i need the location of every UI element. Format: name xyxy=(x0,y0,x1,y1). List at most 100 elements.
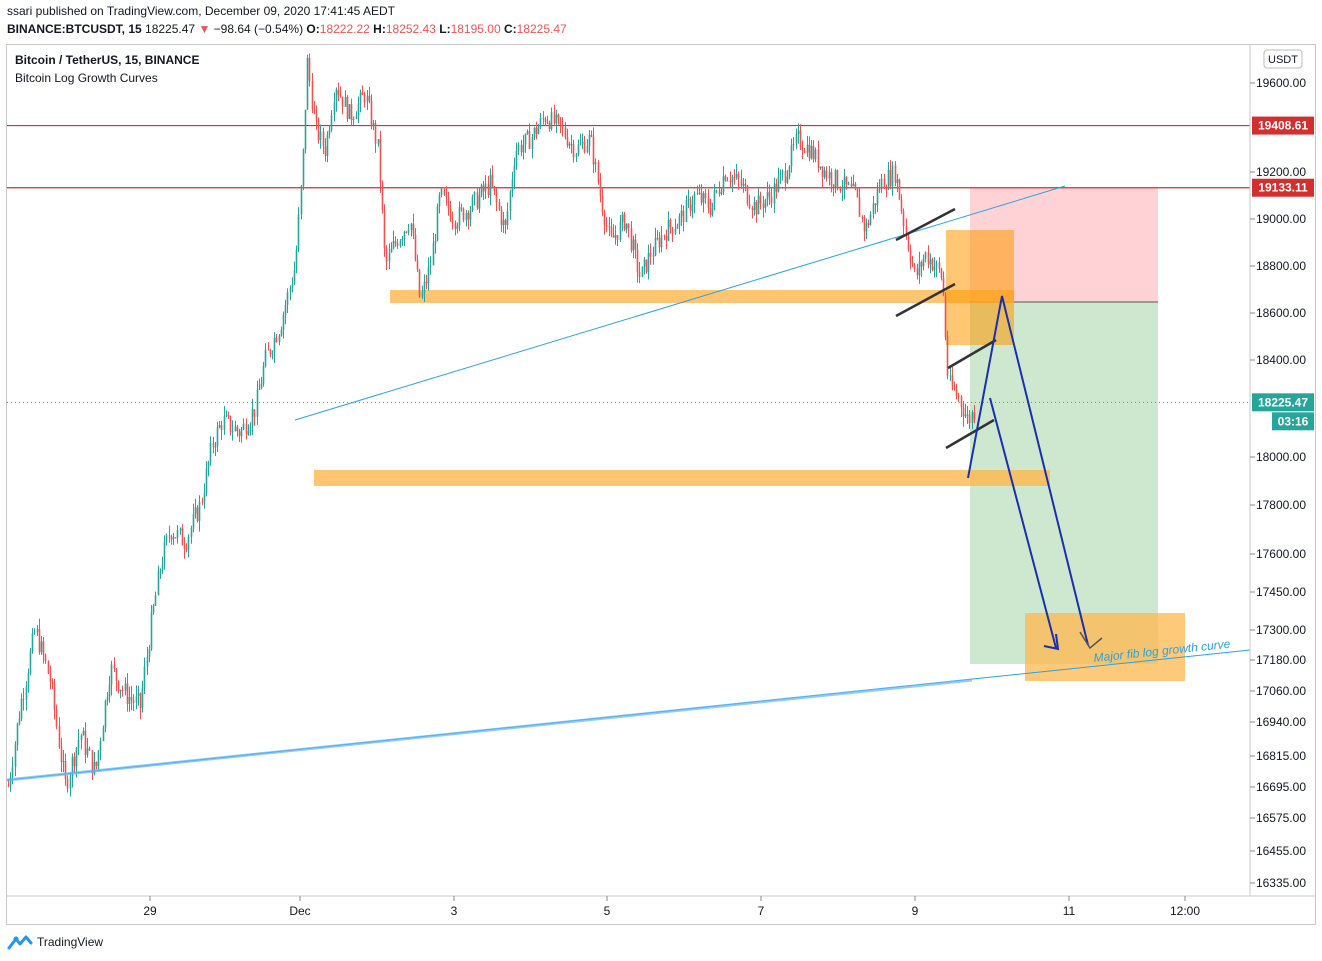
candle-body-43 xyxy=(102,727,105,742)
candle-body-230 xyxy=(513,165,516,180)
candle-body-22 xyxy=(55,709,58,727)
candle-body-243 xyxy=(542,117,545,120)
candle-body-306 xyxy=(680,210,683,217)
candle-body-3 xyxy=(14,744,17,768)
candle-body-127 xyxy=(286,292,289,306)
y-tick-label-3: 18800.00 xyxy=(1256,259,1306,273)
candle-body-2 xyxy=(11,767,14,778)
candle-body-409 xyxy=(907,235,910,250)
candle-body-139 xyxy=(313,108,316,114)
candle-body-394 xyxy=(874,203,877,206)
candle-body-175 xyxy=(392,241,395,249)
candle-body-340 xyxy=(755,201,758,215)
candle-body-145 xyxy=(326,134,329,156)
change-value: −98.64 (−0.54%) xyxy=(213,22,304,36)
candle-body-168 xyxy=(377,139,380,144)
candle-body-118 xyxy=(267,349,270,351)
candle-body-295 xyxy=(656,237,659,239)
candle-body-277 xyxy=(616,235,619,240)
candle-body-7 xyxy=(22,698,25,700)
candle-body-107 xyxy=(242,423,245,430)
candle-body-59 xyxy=(137,693,140,697)
candle-body-150 xyxy=(337,89,340,95)
candle-body-425 xyxy=(942,277,945,295)
candle-body-415 xyxy=(920,262,923,267)
down-arrow-icon: ▼ xyxy=(198,22,211,36)
candle-body-56 xyxy=(130,697,133,700)
candle-body-236 xyxy=(526,131,529,134)
candle-body-347 xyxy=(770,196,773,204)
candle-body-343 xyxy=(762,203,765,208)
candle-body-95 xyxy=(216,427,219,447)
candle-body-98 xyxy=(223,416,226,430)
candle-body-111 xyxy=(251,409,254,426)
candle-body-330 xyxy=(733,177,736,179)
candle-body-120 xyxy=(271,352,274,355)
candle-body-221 xyxy=(493,186,496,192)
candle-body-396 xyxy=(878,189,881,191)
candle-body-179 xyxy=(401,238,404,241)
candle-body-385 xyxy=(854,183,857,189)
candle-body-383 xyxy=(850,183,853,187)
candle-body-164 xyxy=(368,95,371,102)
candle-body-187 xyxy=(418,269,421,297)
price-tag-label-3: 03:16 xyxy=(1278,414,1309,428)
currency-label: USDT xyxy=(1268,54,1298,66)
candle-body-12 xyxy=(33,631,36,634)
candle-body-435 xyxy=(964,414,967,417)
candle-body-144 xyxy=(324,146,327,156)
candle-body-51 xyxy=(119,689,122,692)
candle-body-266 xyxy=(592,136,595,165)
candle-body-364 xyxy=(808,144,811,159)
candle-body-252 xyxy=(561,124,564,128)
candle-body-199 xyxy=(445,194,448,198)
candle-body-133 xyxy=(300,185,303,215)
candle-body-298 xyxy=(663,235,666,237)
candle-body-38 xyxy=(91,750,94,774)
chart-frame xyxy=(6,44,1316,925)
candle-body-191 xyxy=(427,267,430,284)
candle-body-37 xyxy=(88,748,91,751)
x-tick-label-2: 3 xyxy=(451,904,458,918)
candle-body-46 xyxy=(108,684,111,698)
candle-body-13 xyxy=(36,629,39,632)
candle-body-392 xyxy=(869,214,872,225)
candle-body-105 xyxy=(238,431,241,437)
candle-body-91 xyxy=(207,462,210,469)
candle-body-327 xyxy=(726,180,729,182)
candle-body-113 xyxy=(256,389,259,417)
candle-body-341 xyxy=(757,195,760,215)
candle-body-413 xyxy=(916,268,919,276)
candle-body-309 xyxy=(687,199,690,201)
candle-body-155 xyxy=(348,104,351,119)
x-tick-label-5: 9 xyxy=(912,904,919,918)
candle-body-323 xyxy=(718,190,721,194)
candle-body-386 xyxy=(856,188,859,198)
candle-body-407 xyxy=(902,211,905,227)
tradingview-footer[interactable]: TradingView xyxy=(7,934,103,950)
candle-body-427 xyxy=(946,336,949,376)
candle-body-101 xyxy=(229,416,232,432)
candle-body-314 xyxy=(698,192,701,194)
candle-body-239 xyxy=(533,127,536,137)
price-tag-bg-1 xyxy=(1252,178,1314,197)
candle-body-32 xyxy=(77,739,80,749)
candle-body-388 xyxy=(861,216,864,218)
candle-body-377 xyxy=(836,170,839,189)
candle-body-240 xyxy=(535,127,538,134)
candle-body-408 xyxy=(905,226,908,236)
candle-body-255 xyxy=(568,143,571,146)
candle-body-36 xyxy=(86,748,89,755)
candle-body-86 xyxy=(196,507,199,521)
candle-body-299 xyxy=(665,235,668,241)
candle-body-431 xyxy=(955,389,958,396)
y-tick-label-1: 19200.00 xyxy=(1256,165,1306,179)
candle-body-182 xyxy=(407,230,410,232)
candle-body-4 xyxy=(16,723,19,745)
candle-body-79 xyxy=(181,528,184,546)
candle-body-412 xyxy=(913,264,916,269)
candle-body-157 xyxy=(352,118,355,121)
candle-body-378 xyxy=(839,188,842,191)
candle-body-172 xyxy=(385,248,388,262)
